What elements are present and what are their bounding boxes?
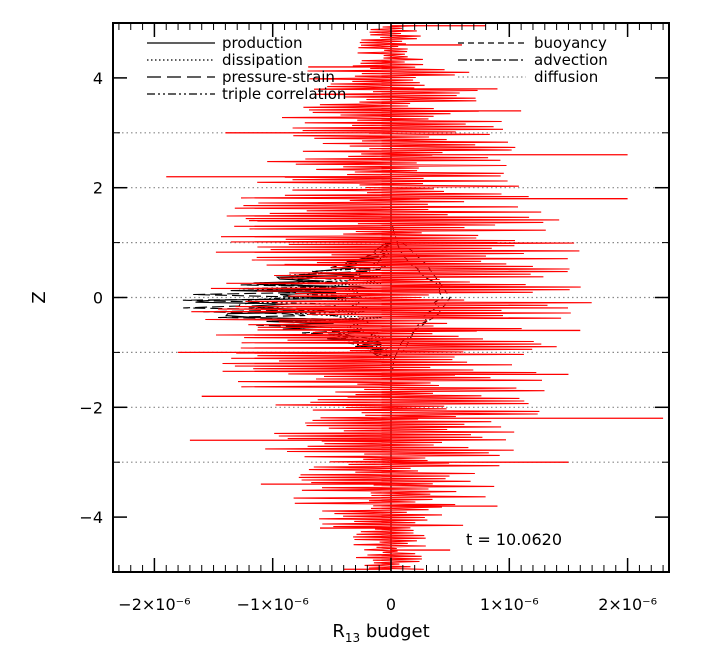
x-tick-label: −2×10⁻⁶ (118, 595, 190, 614)
legend-label: diffusion (534, 68, 598, 86)
diffusion-line (191, 25, 592, 570)
legend-label: triple correlation (222, 85, 346, 103)
x-axis-title-suffix: budget (360, 621, 430, 642)
y-tick-label: −4 (79, 508, 103, 527)
y-tick-label: −2 (79, 398, 103, 417)
pressure-strain-line (182, 242, 390, 359)
data-layer (166, 25, 664, 570)
x-axis-title-subscript: 13 (345, 631, 360, 645)
legend: productiondissipationpressure-straintrip… (147, 34, 608, 103)
y-tick-label: 2 (93, 179, 103, 198)
legend-label: production (222, 34, 303, 52)
legend-label: advection (534, 51, 608, 69)
x-tick-label: 0 (386, 595, 396, 614)
legend-label: buoyancy (534, 34, 607, 52)
y-tick-label: 4 (93, 69, 103, 88)
legend-label: dissipation (222, 51, 303, 69)
x-tick-label: 2×10⁻⁶ (598, 595, 657, 614)
x-tick-label: −1×10⁻⁶ (237, 595, 309, 614)
x-axis-title-main: R (332, 621, 345, 642)
time-annotation: t = 10.0620 (466, 530, 562, 549)
y-axis-title: Z (29, 291, 50, 303)
x-tick-label: 1×10⁻⁶ (480, 595, 539, 614)
axes: −2×10⁻⁶ −1×10⁻⁶ 0 1×10⁻⁶ 2×10⁻⁶ −4 −2 0 2 4 (79, 22, 669, 614)
y-tick-label: 0 (93, 289, 103, 308)
legend-label: pressure-strain (222, 68, 335, 86)
x-axis-title: R13 budget (332, 621, 429, 645)
